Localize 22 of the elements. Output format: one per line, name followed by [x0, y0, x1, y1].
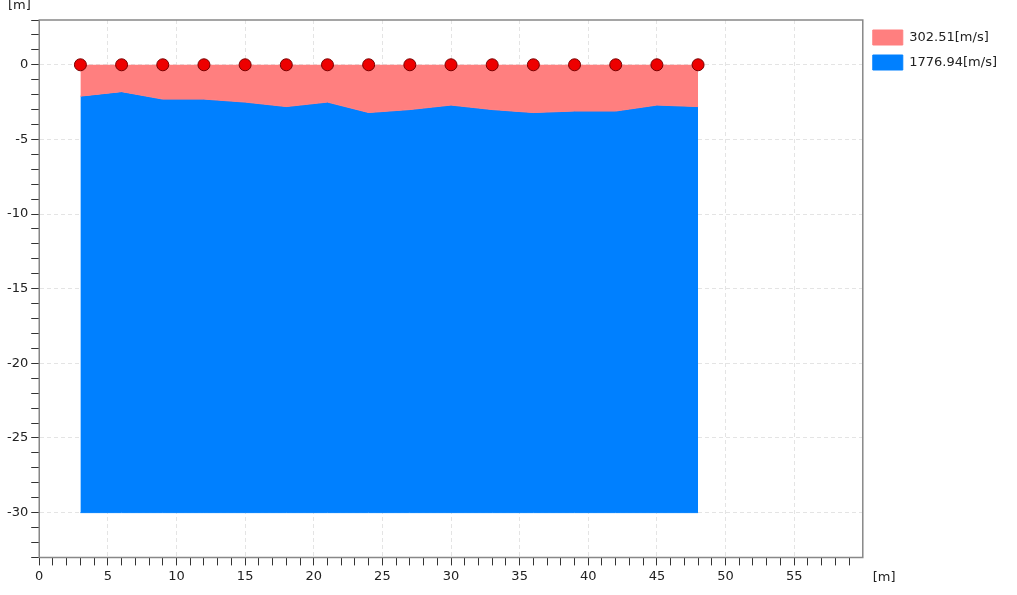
x-tick-label: 15: [236, 567, 254, 583]
x-tick-label: 35: [511, 567, 528, 583]
x-tick-label: 25: [374, 567, 391, 583]
x-tick-label: 40: [579, 567, 597, 583]
y-tick-label: -15: [7, 280, 29, 296]
y-tick-label: -25: [7, 429, 29, 445]
y-tick-label: -20: [7, 354, 29, 370]
y-tick-label: -30: [7, 503, 29, 519]
x-tick-label: 5: [103, 567, 112, 583]
x-tick-label: 0: [35, 567, 44, 583]
y-tick-label: -10: [7, 205, 29, 221]
legend-label: 1776.94[m/s]: [909, 53, 997, 69]
x-axis-title: [m]: [872, 569, 896, 585]
legend-label: 302.51[m/s]: [909, 28, 989, 44]
x-tick-label: 50: [717, 567, 734, 583]
x-tick-label: 55: [785, 567, 803, 583]
x-tick-label: 20: [305, 567, 323, 583]
y-tick-label: 0: [19, 56, 29, 72]
x-tick-label: 10: [168, 567, 185, 583]
x-tick-label: 30: [442, 567, 460, 583]
x-tick-label: 45: [648, 567, 666, 583]
y-tick-label: -5: [15, 130, 29, 146]
